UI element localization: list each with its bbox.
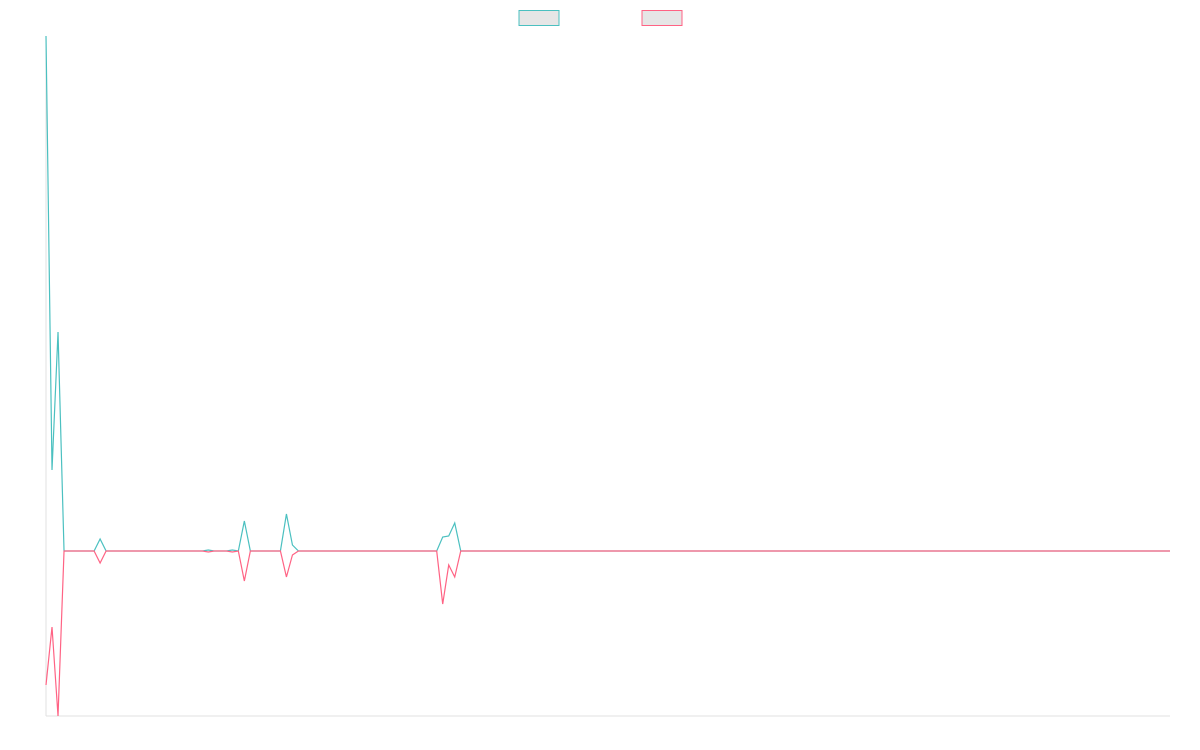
legend-swatch — [518, 10, 560, 26]
legend-swatch — [641, 10, 683, 26]
series-line — [45, 550, 1170, 717]
series-line — [45, 35, 1170, 552]
